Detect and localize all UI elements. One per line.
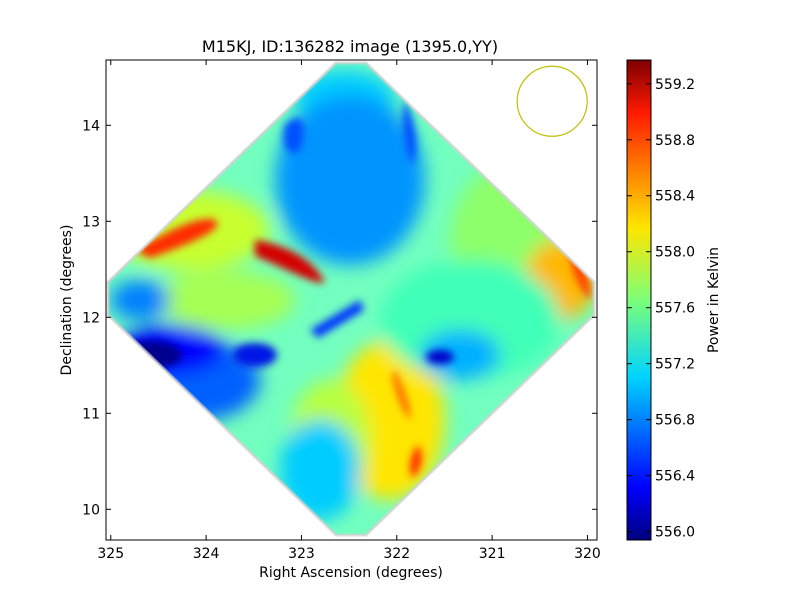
x-tick-label: 322 [383,546,410,562]
colorbar-tick-label: 556.4 [655,469,695,485]
y-tick-label: 14 [82,118,100,134]
x-tick-label: 320 [574,546,601,562]
colorbar-tick-label: 557.2 [655,357,695,373]
colorbar [626,59,652,541]
colorbar-tick-label: 558.4 [655,189,695,205]
colorbar-label: Power in Kelvin [706,247,722,353]
heatmap-image [108,63,594,535]
colorbar-tick-label: 556.0 [655,525,695,541]
colorbar-tick-label: 558.0 [655,245,695,261]
beam-circle [516,65,588,137]
colorbar-axis: 556.0 556.4 556.8 557.2 557.6 558.0 558.4 558.8… [627,77,695,541]
x-axis-label: Right Ascension (degrees) [259,565,443,581]
y-tick-label: 11 [82,406,100,422]
y-tick-label: 10 [82,502,100,518]
y-axis: 10 11 12 13 14 [82,118,597,518]
x-tick-label: 324 [193,546,220,562]
y-tick-label: 12 [82,310,100,326]
x-tick-label: 325 [97,546,124,562]
x-tick-label: 321 [479,546,506,562]
x-tick-label: 323 [288,546,315,562]
x-axis: 325 324 323 322 321 320 [97,60,601,562]
footprint-edge [106,61,596,537]
colorbar-tick-label: 559.2 [655,77,695,93]
chart-title: M15KJ, ID:136282 image (1395.0,YY) [202,37,498,56]
colorbar-tick-label: 558.8 [655,133,695,149]
y-axis-label: Declination (degrees) [59,225,75,376]
y-tick-label: 13 [82,214,100,230]
plot-frame [105,59,598,541]
colorbar-tick-label: 556.8 [655,413,695,429]
colorbar-tick-label: 557.6 [655,301,695,317]
